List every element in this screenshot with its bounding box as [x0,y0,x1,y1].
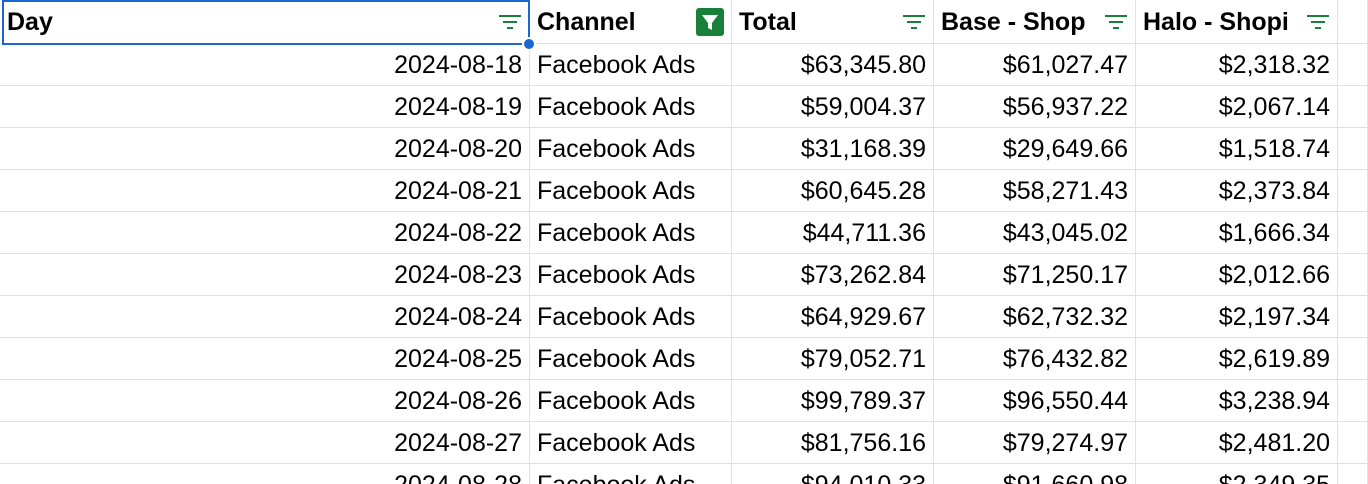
cell[interactable]: $2,619.89 [1136,338,1338,380]
cell[interactable]: $31,168.39 [732,128,934,170]
empty-cell [1338,44,1368,86]
cell[interactable]: Facebook Ads [530,254,732,296]
cell[interactable]: $99,789.37 [732,380,934,422]
cell[interactable]: $73,262.84 [732,254,934,296]
cell[interactable]: $62,732.32 [934,296,1136,338]
cell[interactable]: 2024-08-23 [0,254,530,296]
column-header[interactable]: Halo - Shopi [1136,0,1338,44]
empty-cell [1338,464,1368,484]
cell[interactable]: $2,349.35 [1136,464,1338,484]
cell[interactable]: Facebook Ads [530,170,732,212]
column-header[interactable]: Base - Shop [934,0,1136,44]
cell[interactable]: $2,318.32 [1136,44,1338,86]
cell[interactable]: $91,660.98 [934,464,1136,484]
cell[interactable]: $61,027.47 [934,44,1136,86]
cell[interactable]: $96,550.44 [934,380,1136,422]
cell[interactable]: 2024-08-18 [0,44,530,86]
cell[interactable]: $59,004.37 [732,86,934,128]
cell[interactable]: $81,756.16 [732,422,934,464]
cell[interactable]: $94,010.33 [732,464,934,484]
empty-cell [1338,128,1368,170]
cell[interactable]: $71,250.17 [934,254,1136,296]
cell[interactable]: $1,518.74 [1136,128,1338,170]
cell[interactable]: $43,045.02 [934,212,1136,254]
cell[interactable]: $60,645.28 [732,170,934,212]
filter-button[interactable] [1304,8,1332,36]
cell[interactable]: 2024-08-25 [0,338,530,380]
cell[interactable]: $64,929.67 [732,296,934,338]
cell[interactable]: $79,274.97 [934,422,1136,464]
cell[interactable]: $2,373.84 [1136,170,1338,212]
cell[interactable]: $63,345.80 [732,44,934,86]
empty-cell [1338,422,1368,464]
cell[interactable]: Facebook Ads [530,212,732,254]
cell[interactable]: 2024-08-27 [0,422,530,464]
cell[interactable]: $1,666.34 [1136,212,1338,254]
empty-cell [1338,0,1368,44]
cell[interactable]: Facebook Ads [530,338,732,380]
cell[interactable]: 2024-08-21 [0,170,530,212]
filter-button[interactable] [1102,8,1130,36]
cell[interactable]: $2,012.66 [1136,254,1338,296]
cell[interactable]: 2024-08-24 [0,296,530,338]
selection-handle [522,37,536,51]
column-header[interactable]: Total [732,0,934,44]
cell[interactable]: $44,711.36 [732,212,934,254]
cell[interactable]: Facebook Ads [530,128,732,170]
cell[interactable]: Facebook Ads [530,380,732,422]
cell[interactable]: $2,197.34 [1136,296,1338,338]
cell[interactable]: $79,052.71 [732,338,934,380]
cell[interactable]: $76,432.82 [934,338,1136,380]
empty-cell [1338,212,1368,254]
column-header[interactable]: Channel [530,0,732,44]
empty-cell [1338,86,1368,128]
cell[interactable]: Facebook Ads [530,464,732,484]
empty-cell [1338,170,1368,212]
empty-cell [1338,338,1368,380]
cell[interactable]: Facebook Ads [530,86,732,128]
cell[interactable]: Facebook Ads [530,44,732,86]
column-header[interactable]: Day [0,0,530,44]
filter-button[interactable] [900,8,928,36]
cell[interactable]: $3,238.94 [1136,380,1338,422]
cell[interactable]: Facebook Ads [530,296,732,338]
empty-cell [1338,380,1368,422]
cell[interactable]: Facebook Ads [530,422,732,464]
cell[interactable]: 2024-08-28 [0,464,530,484]
cell[interactable]: 2024-08-26 [0,380,530,422]
cell[interactable]: $58,271.43 [934,170,1136,212]
cell[interactable]: 2024-08-20 [0,128,530,170]
filter-button[interactable] [496,8,524,36]
cell[interactable]: $56,937.22 [934,86,1136,128]
empty-cell [1338,254,1368,296]
cell[interactable]: $2,067.14 [1136,86,1338,128]
cell[interactable]: 2024-08-19 [0,86,530,128]
empty-cell [1338,296,1368,338]
cell[interactable]: $29,649.66 [934,128,1136,170]
cell[interactable]: 2024-08-22 [0,212,530,254]
active-filter-button[interactable] [696,8,724,36]
cell[interactable]: $2,481.20 [1136,422,1338,464]
